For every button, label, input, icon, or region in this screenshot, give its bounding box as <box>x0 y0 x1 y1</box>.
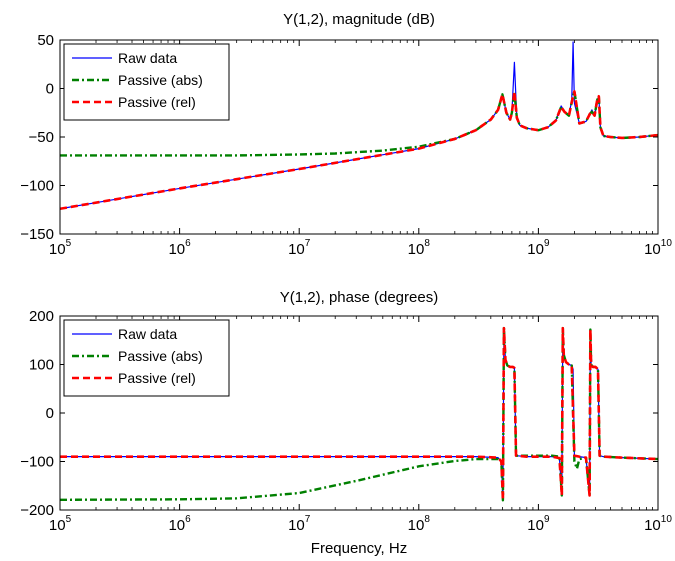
legend: Raw data Passive (abs) Passive (rel) <box>63 319 230 397</box>
x-axis-label: Frequency, Hz <box>311 540 407 557</box>
series-group <box>60 41 658 211</box>
chart-title: Y(1,2), magnitude (dB) <box>283 11 435 28</box>
x-tick-label: 1010 <box>644 238 672 258</box>
x-tick-exponent: 10 <box>661 514 673 525</box>
x-tick-label: 107 <box>288 514 311 534</box>
x-tick-base: 10 <box>527 241 544 258</box>
x-tick-exponent: 6 <box>185 238 191 249</box>
x-tick-label: 108 <box>408 514 431 534</box>
y-tick-label: 0 <box>46 81 54 98</box>
x-tick-base: 10 <box>644 517 661 534</box>
series-line-passive-rel- <box>60 90 658 211</box>
legend-label: Raw data <box>118 326 177 342</box>
series-group <box>60 326 658 502</box>
y-tick-label: −150 <box>20 226 54 243</box>
x-tick-exponent: 6 <box>185 514 191 525</box>
x-tick-exponent: 8 <box>424 238 430 249</box>
y-tick-label: 50 <box>37 32 54 49</box>
chart-2: Y(1,2), phase (degrees)2001000−100−20010… <box>20 289 672 557</box>
chart-title: Y(1,2), phase (degrees) <box>280 289 438 306</box>
legend-label: Raw data <box>118 50 177 66</box>
y-tick-label: 0 <box>46 405 54 422</box>
legend-box <box>63 43 230 121</box>
y-tick-label: −100 <box>20 178 54 195</box>
legend-label: Passive (abs) <box>118 72 203 88</box>
x-tick-exponent: 5 <box>66 238 72 249</box>
legend: Raw data Passive (abs) Passive (rel) <box>63 43 230 121</box>
y-tick-label: −200 <box>20 502 54 519</box>
x-tick-label: 109 <box>527 514 550 534</box>
legend-box <box>63 319 230 397</box>
x-tick-base: 10 <box>49 517 66 534</box>
x-tick-label: 107 <box>288 238 311 258</box>
y-tick-label: −50 <box>29 129 54 146</box>
x-tick-label: 1010 <box>644 514 672 534</box>
x-tick-exponent: 9 <box>544 238 550 249</box>
x-tick-base: 10 <box>408 241 425 258</box>
x-tick-label: 106 <box>168 514 191 534</box>
x-tick-label: 109 <box>527 238 550 258</box>
y-tick-label: 100 <box>29 357 54 374</box>
x-tick-base: 10 <box>168 241 185 258</box>
x-tick-label: 105 <box>49 238 72 258</box>
x-tick-base: 10 <box>527 517 544 534</box>
y-tick-label: −100 <box>20 454 54 471</box>
x-tick-base: 10 <box>644 241 661 258</box>
legend-label: Passive (rel) <box>118 370 196 386</box>
legend-label: Passive (abs) <box>118 348 203 364</box>
x-tick-exponent: 5 <box>66 514 72 525</box>
x-tick-exponent: 7 <box>305 514 311 525</box>
y-tick-label: 200 <box>29 308 54 325</box>
x-tick-base: 10 <box>288 241 305 258</box>
x-tick-base: 10 <box>408 517 425 534</box>
x-tick-exponent: 10 <box>661 238 673 249</box>
x-tick-base: 10 <box>168 517 185 534</box>
series-line-passive-rel- <box>60 326 658 502</box>
x-tick-exponent: 8 <box>424 514 430 525</box>
x-tick-base: 10 <box>288 517 305 534</box>
x-tick-exponent: 7 <box>305 238 311 249</box>
legend-label: Passive (rel) <box>118 94 196 110</box>
x-tick-exponent: 9 <box>544 514 550 525</box>
x-tick-label: 106 <box>168 238 191 258</box>
x-tick-base: 10 <box>49 241 66 258</box>
x-tick-label: 105 <box>49 514 72 534</box>
x-tick-label: 108 <box>408 238 431 258</box>
